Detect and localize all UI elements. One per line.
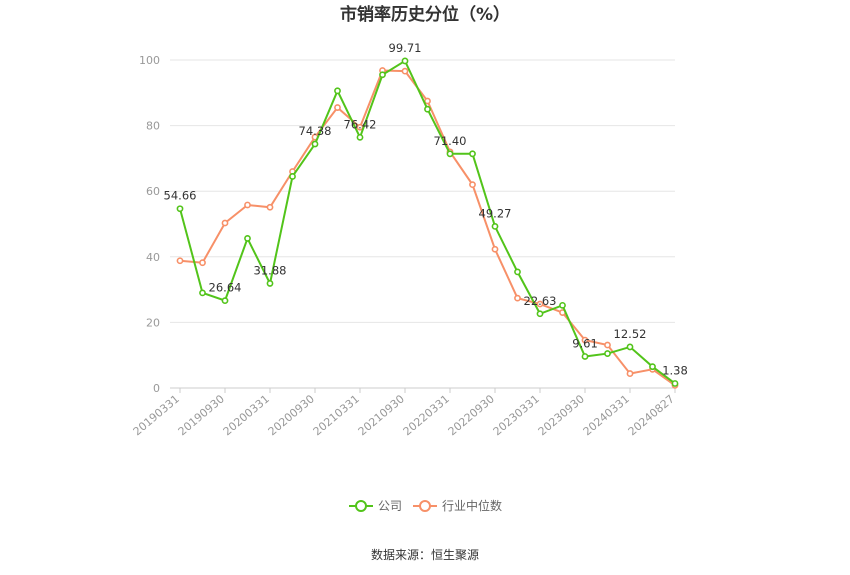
- data-point: [244, 235, 251, 242]
- x-tick-label: 20200331: [221, 392, 272, 438]
- data-label: 1.38: [662, 363, 688, 377]
- data-label: 99.71: [389, 41, 422, 55]
- data-point: [221, 219, 229, 227]
- data-point: [311, 140, 319, 148]
- data-point: [334, 104, 341, 111]
- x-tick-label: 20210930: [356, 392, 407, 438]
- y-tick-label: 0: [153, 382, 160, 395]
- grid: [170, 59, 675, 323]
- y-tick-label: 80: [146, 120, 160, 133]
- data-point: [469, 150, 476, 158]
- x-tick-label: 20240331: [581, 392, 632, 438]
- data-point: [671, 380, 679, 387]
- series-layer: [176, 57, 679, 389]
- legend: 公司 行业中位数: [349, 498, 502, 513]
- x-tick-label: 20220930: [446, 392, 497, 438]
- legend-item-industry[interactable]: 行业中位数: [413, 498, 502, 513]
- data-point: [401, 57, 409, 65]
- data-label: 26.64: [209, 281, 242, 295]
- data-point: [266, 280, 274, 287]
- legend-industry-marker: [419, 500, 431, 512]
- x-tick-label: 20230930: [536, 392, 587, 438]
- x-tick-label: 20190331: [131, 392, 182, 438]
- data-label: 71.40: [434, 134, 467, 148]
- x-tick-label: 20240827: [626, 392, 677, 438]
- data-point: [356, 133, 364, 141]
- data-point: [289, 173, 296, 180]
- legend-item-company[interactable]: 公司: [349, 499, 402, 513]
- data-point: [536, 310, 544, 318]
- data-point: [334, 87, 341, 95]
- data-point: [199, 259, 206, 267]
- series-line: [179, 69, 676, 387]
- data-point: [604, 341, 611, 349]
- data-point: [581, 336, 589, 344]
- data-point: [221, 297, 229, 305]
- legend-company-marker: [355, 500, 367, 512]
- data-point: [446, 150, 454, 158]
- legend-company-label: 公司: [378, 499, 402, 513]
- y-tick-label: 60: [146, 185, 160, 198]
- series-industry: [176, 67, 679, 389]
- data-point: [604, 350, 611, 357]
- data-point: [581, 353, 589, 360]
- x-tick-label: 20220331: [401, 392, 452, 438]
- data-point: [401, 67, 409, 75]
- data-point: [176, 257, 184, 265]
- data-point: [199, 289, 206, 297]
- y-tick-label: 40: [146, 251, 160, 264]
- data-point: [626, 370, 634, 377]
- data-point: [424, 105, 431, 113]
- data-label: 9.61: [572, 336, 598, 350]
- data-labels: 54.66 26.64 31.88 74.38 76.42 99.71 71.40 49.27…: [164, 41, 688, 378]
- data-point: [379, 71, 386, 79]
- legend-industry-label: 行业中位数: [442, 498, 502, 513]
- x-tick-label: 20210331: [311, 392, 362, 438]
- y-tick-label: 20: [146, 316, 160, 329]
- x-tick-label: 20230331: [491, 392, 542, 438]
- data-point: [424, 97, 431, 105]
- data-point: [266, 203, 274, 211]
- data-point: [514, 294, 521, 302]
- data-point: [491, 222, 499, 230]
- data-label: 76.42: [344, 117, 377, 131]
- x-tick-label: 20190930: [176, 392, 227, 438]
- data-point: [176, 205, 184, 213]
- data-label: 12.52: [614, 327, 647, 341]
- data-point: [514, 268, 521, 276]
- data-point: [559, 301, 566, 309]
- source-note: 数据来源：恒生聚源: [371, 547, 479, 562]
- data-label: 22.63: [524, 294, 557, 308]
- chart-title: 市销率历史分位（%）: [340, 4, 510, 25]
- data-point: [626, 343, 634, 351]
- data-label: 74.38: [299, 124, 332, 138]
- data-point: [536, 300, 544, 308]
- data-label: 54.66: [164, 189, 197, 203]
- series-company: [176, 57, 679, 387]
- x-tick-label: 20200930: [266, 392, 317, 438]
- data-label: 49.27: [479, 206, 512, 220]
- y-tick-label: 100: [139, 54, 160, 67]
- data-label: 31.88: [254, 263, 287, 277]
- data-point: [244, 201, 251, 209]
- data-point: [491, 245, 499, 253]
- data-point: [469, 181, 476, 189]
- data-point: [649, 363, 656, 371]
